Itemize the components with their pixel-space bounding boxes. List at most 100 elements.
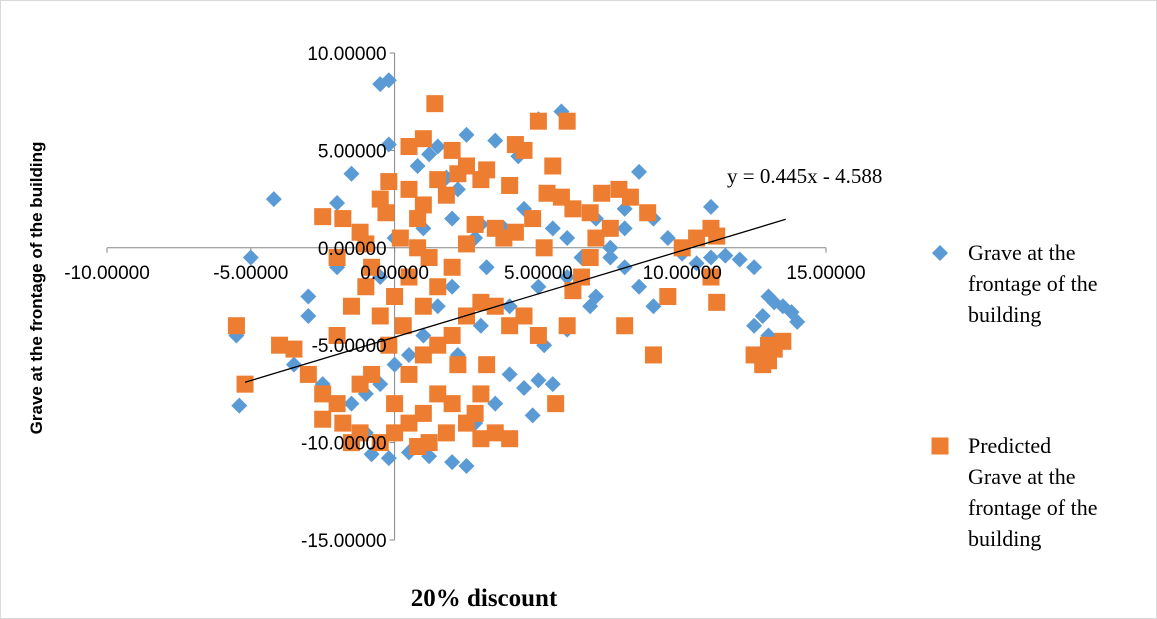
data-point-square [363, 258, 381, 276]
data-point-diamond [386, 356, 403, 373]
data-point-square [285, 340, 303, 358]
data-point-diamond [501, 298, 518, 315]
legend-label-line: Grave at the [968, 464, 1076, 489]
data-point-diamond [645, 298, 662, 315]
data-point-diamond [587, 288, 604, 305]
data-point-square [443, 395, 461, 413]
legend-item-2: Predicted Grave at the frontage of the buil… [931, 433, 1098, 551]
data-point-square [314, 208, 332, 226]
trendline [244, 218, 786, 383]
data-point-diamond [524, 407, 541, 424]
data-point-square [386, 424, 404, 442]
data-point-square [371, 434, 389, 452]
data-point-square [437, 186, 455, 204]
data-point-square [708, 293, 726, 311]
data-point-diamond [702, 198, 719, 215]
data-point-square [524, 210, 542, 228]
data-point-square [573, 268, 591, 286]
data-point-square [515, 307, 533, 325]
data-point-square [409, 437, 427, 455]
data-point-square [380, 173, 398, 191]
data-point-diamond [487, 132, 504, 149]
data-point-square [236, 375, 254, 393]
data-point-square [429, 278, 447, 296]
data-point-square [227, 317, 245, 335]
data-point-diamond [444, 210, 461, 227]
data-point-square [501, 317, 519, 335]
data-point-square [593, 184, 611, 202]
data-point-square [466, 215, 484, 233]
data-point-diamond [789, 313, 806, 330]
data-point-diamond [415, 327, 432, 344]
data-point-diamond [409, 157, 426, 174]
data-point-square [754, 356, 772, 374]
data-point-square [501, 176, 519, 194]
data-point-square [386, 395, 404, 413]
data-point-diamond [300, 288, 317, 305]
y-tick-label: 10.00000 [307, 44, 386, 65]
data-points [227, 72, 806, 474]
data-point-diamond [444, 454, 461, 471]
legend-label-line: Grave at the [968, 240, 1076, 265]
data-point-square [371, 190, 389, 208]
data-point-square [414, 130, 432, 148]
data-point-square [495, 229, 513, 247]
data-point-diamond [487, 395, 504, 412]
data-point-square [472, 385, 490, 403]
data-point-diamond [501, 366, 518, 383]
data-point-square [437, 424, 455, 442]
data-point-square [357, 278, 375, 296]
legend-label-line: Predicted [968, 433, 1051, 458]
data-point-square [478, 356, 496, 374]
data-point-square [644, 346, 662, 364]
data-point-square [616, 317, 634, 335]
data-point-square [299, 365, 317, 383]
y-tick-label: -15.00000 [301, 531, 387, 552]
data-point-square [386, 288, 404, 305]
data-point-diamond [429, 298, 446, 315]
y-tick-label: 0.00000 [318, 239, 387, 260]
legend-label: Grave at the frontage of the building [968, 240, 1098, 327]
data-point-diamond [631, 163, 648, 180]
data-point-square [472, 293, 490, 311]
y-tick-label: -5.00000 [312, 336, 387, 357]
trendline-equation: y = 0.445x - 4.588 [727, 164, 882, 188]
data-point-square [380, 336, 398, 354]
data-point-square [702, 268, 720, 286]
data-point-diamond [602, 249, 619, 266]
data-point-square [558, 112, 576, 130]
legend-label-line: building [968, 526, 1041, 551]
data-point-diamond [530, 278, 547, 295]
data-point-diamond [421, 146, 438, 163]
data-point-square [429, 385, 447, 403]
data-point-square [587, 229, 605, 247]
data-point-square [621, 188, 639, 206]
data-point-square [639, 204, 657, 222]
data-point-square [486, 424, 504, 442]
data-point-diamond [754, 307, 771, 324]
data-point-square [581, 204, 599, 222]
data-point-square [449, 356, 467, 374]
data-point-diamond [559, 230, 576, 247]
data-point-square [414, 404, 432, 422]
y-tick-label: 5.00000 [318, 141, 387, 162]
data-point-diamond [746, 317, 763, 334]
data-point-square [501, 430, 519, 448]
data-point-square [564, 200, 582, 218]
data-point-square [400, 268, 418, 286]
data-point-square [458, 235, 475, 253]
data-point-square [328, 249, 346, 267]
data-point-square [394, 317, 412, 335]
data-point-square [414, 297, 432, 315]
data-point-diamond [659, 230, 676, 247]
data-point-square [377, 204, 395, 222]
data-point-diamond [731, 251, 748, 268]
data-point-square [535, 239, 553, 257]
x-axis-title: 20% discount [411, 585, 558, 612]
data-point-diamond [242, 249, 259, 266]
legend: Grave at the frontage of the building Predi… [931, 240, 1098, 551]
data-point-diamond [702, 249, 719, 266]
